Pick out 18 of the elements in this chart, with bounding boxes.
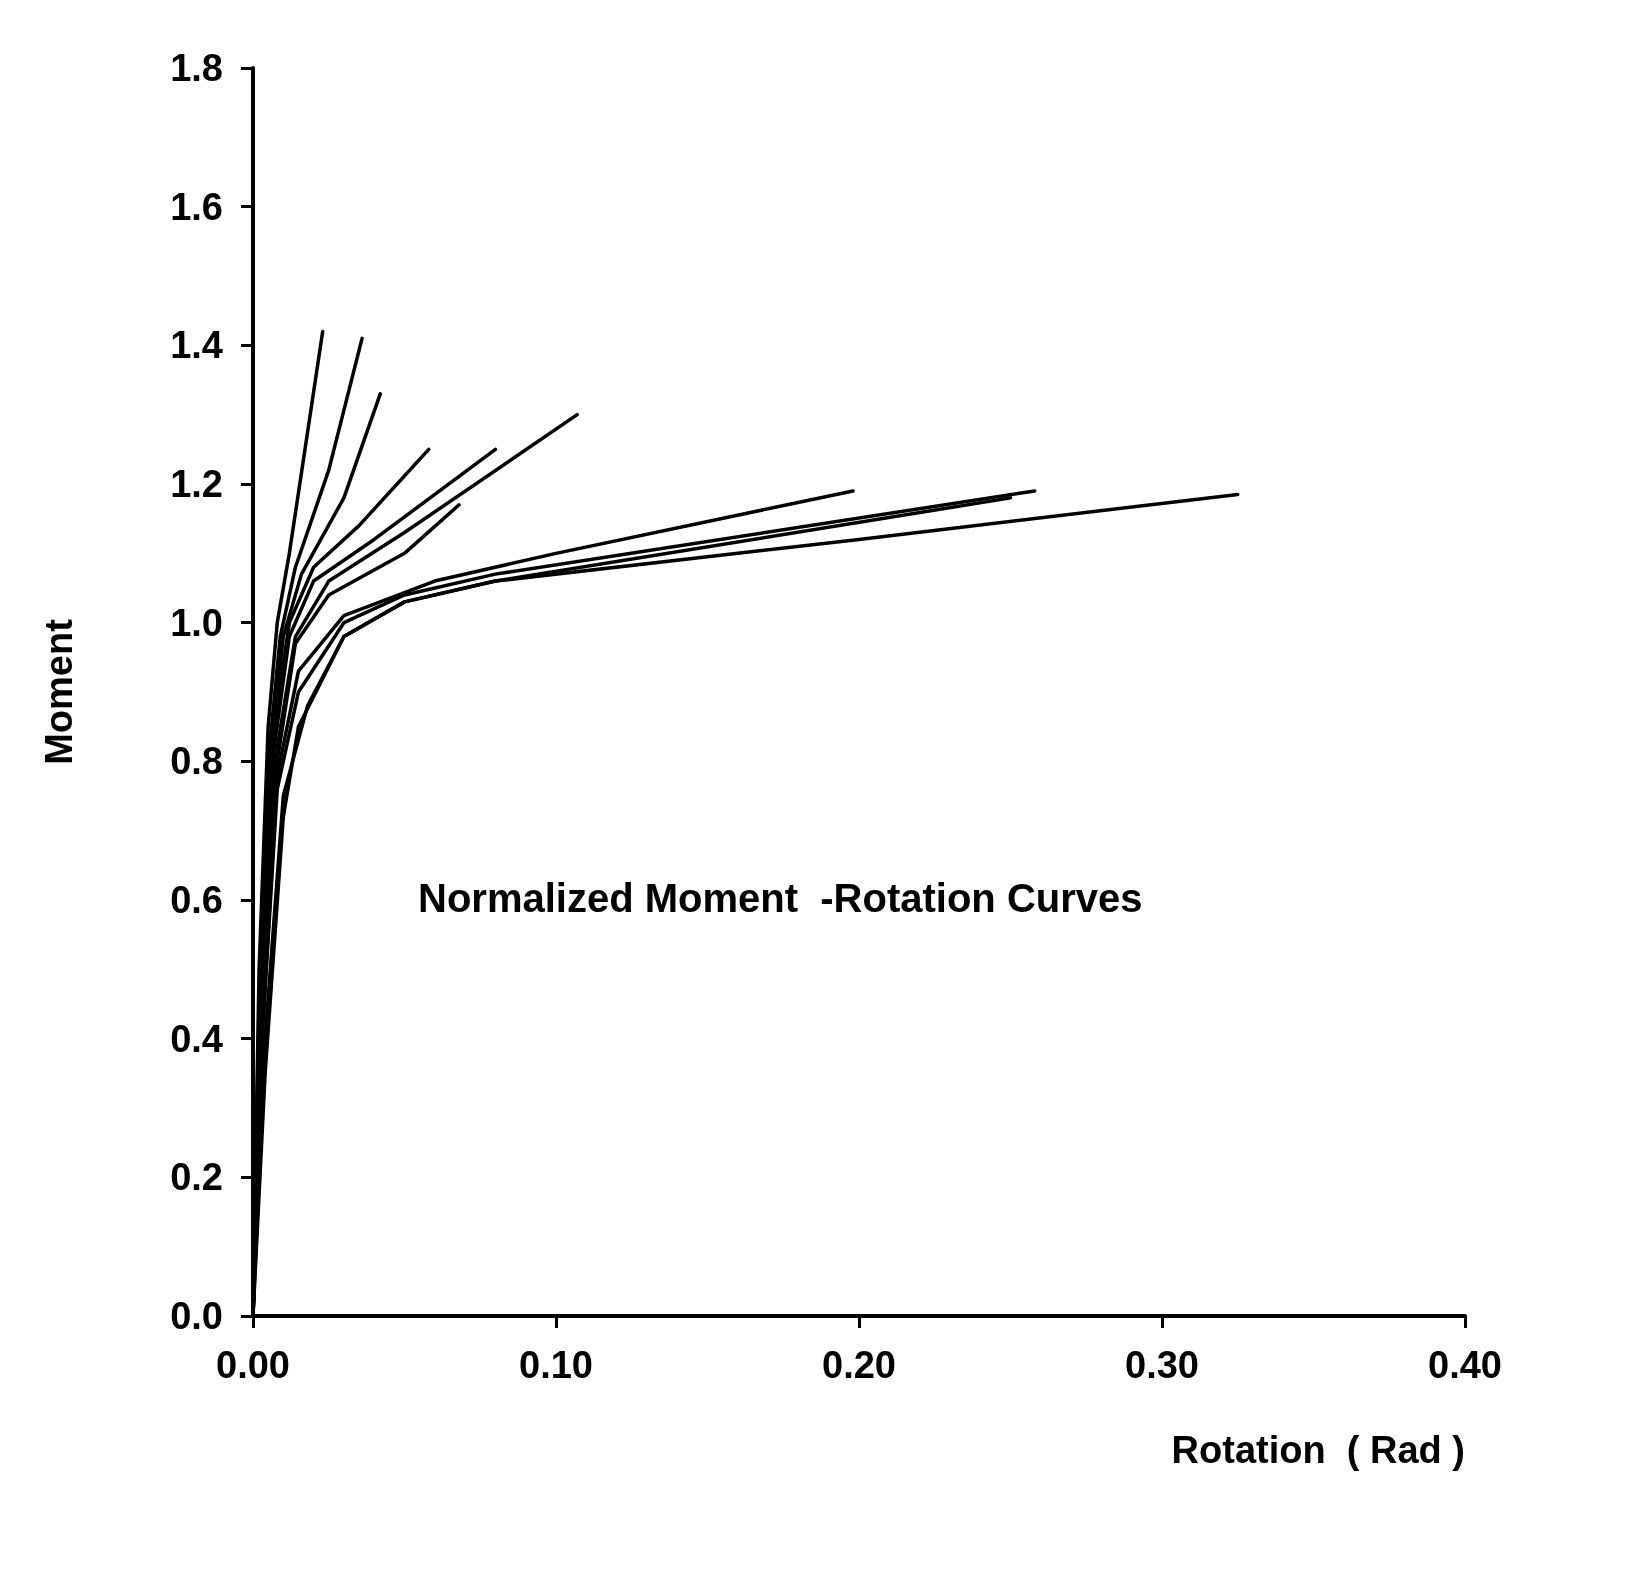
y-tick-label: 1.2 bbox=[170, 463, 223, 505]
y-tick-label: 0.4 bbox=[170, 1017, 223, 1060]
y-tick-label: 0.6 bbox=[170, 879, 223, 921]
x-tick-label: 0.10 bbox=[519, 1344, 593, 1386]
y-tick-label: 1.4 bbox=[170, 324, 223, 367]
y-tick-label: 1.0 bbox=[170, 601, 223, 644]
y-tick-label: 0.0 bbox=[170, 1295, 223, 1337]
annotation: Normalized Moment -Rotation Curves bbox=[418, 876, 1143, 920]
x-tick-label: 0.20 bbox=[822, 1344, 896, 1386]
x-tick-label: 0.30 bbox=[1125, 1344, 1199, 1386]
y-tick-label: 1.6 bbox=[170, 185, 223, 228]
y-tick-label: 1.8 bbox=[170, 47, 223, 89]
y-axis-title: Moment bbox=[38, 618, 80, 765]
x-axis-title: Rotation ( Rad ) bbox=[1171, 1429, 1465, 1471]
x-tick-label: 0.00 bbox=[216, 1344, 290, 1386]
y-tick-label: 0.2 bbox=[170, 1156, 223, 1199]
y-tick-label: 0.8 bbox=[170, 740, 223, 783]
x-tick-label: 0.40 bbox=[1428, 1344, 1502, 1386]
